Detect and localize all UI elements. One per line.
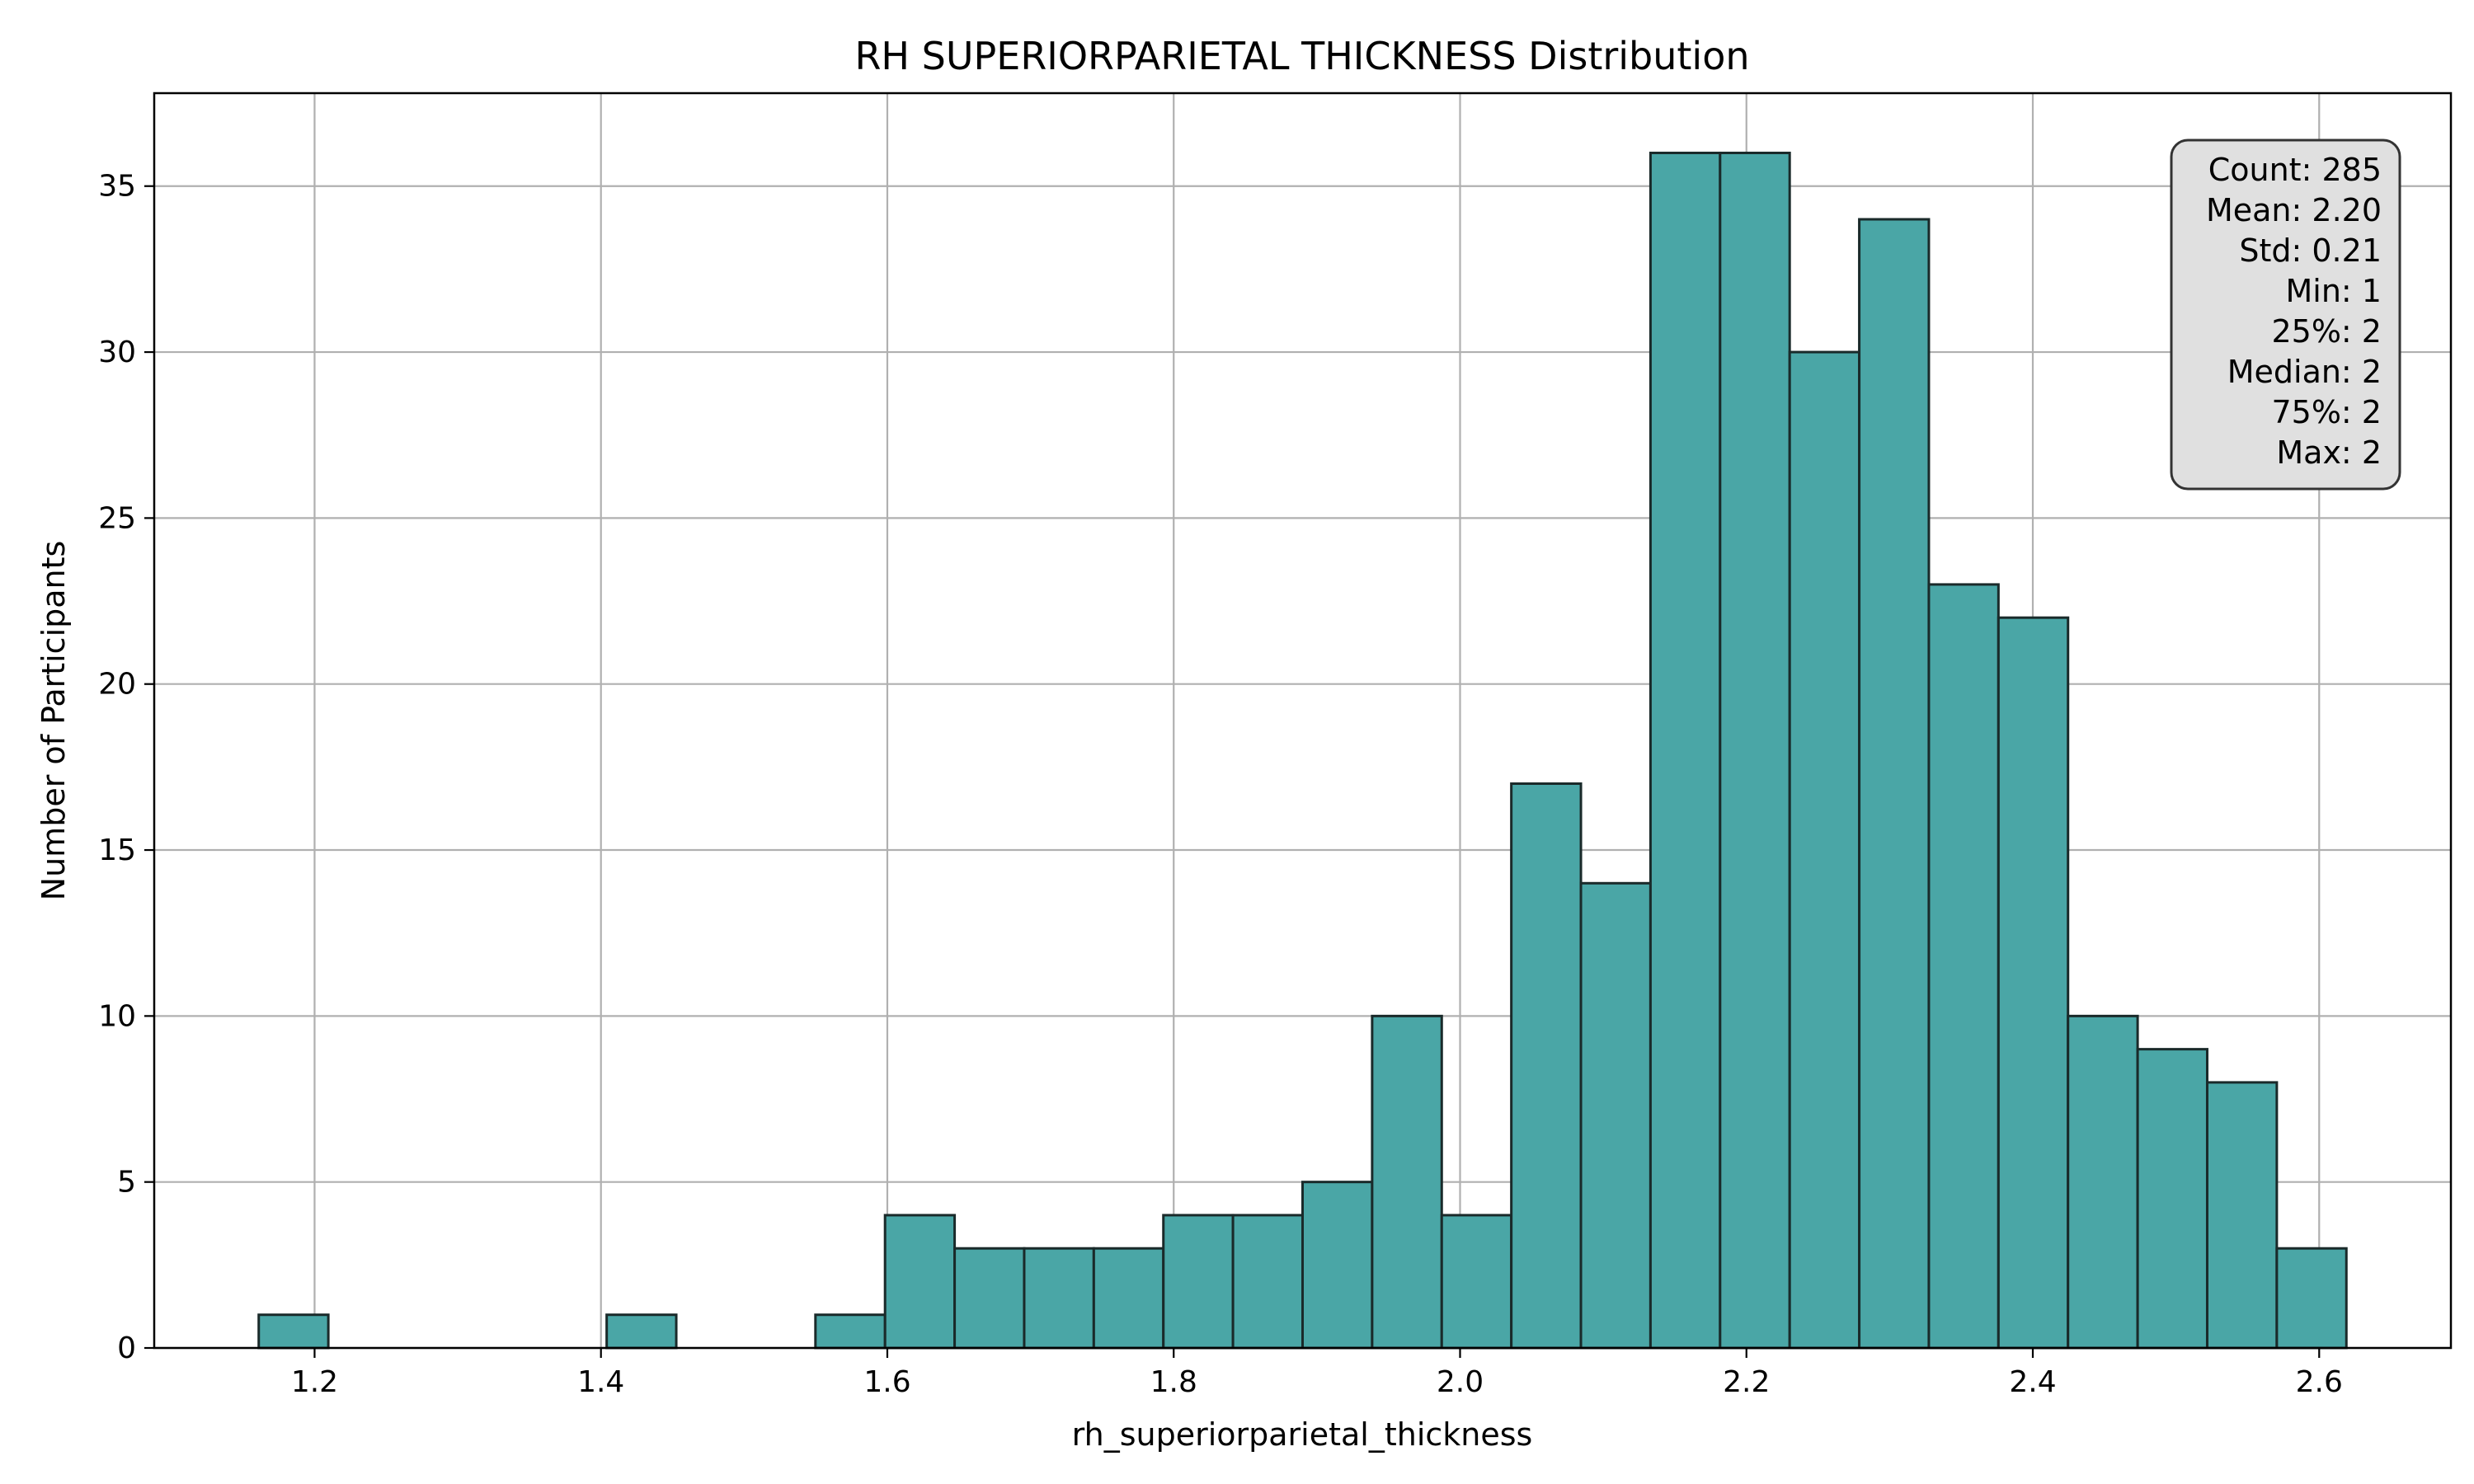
histogram-bar bbox=[1719, 151, 1791, 1350]
histogram-bar bbox=[1023, 1247, 1095, 1350]
y-tick-label: 0 bbox=[117, 1331, 136, 1365]
histogram-bar bbox=[883, 1214, 957, 1350]
histogram-bars bbox=[257, 151, 2348, 1350]
histogram-bar bbox=[2067, 1014, 2139, 1350]
stats-line: Std: 0.21 bbox=[2239, 232, 2382, 269]
histogram-bar bbox=[2275, 1247, 2348, 1350]
y-tick-label: 10 bbox=[98, 999, 136, 1033]
x-tick-label: 2.6 bbox=[2296, 1365, 2343, 1399]
histogram-bar bbox=[1440, 1214, 1513, 1350]
y-tick-label: 25 bbox=[98, 501, 136, 535]
histogram-bar bbox=[605, 1313, 678, 1350]
stats-line: Count: 285 bbox=[2208, 152, 2382, 188]
histogram-bar bbox=[257, 1313, 330, 1350]
y-tick-label: 30 bbox=[98, 336, 136, 369]
histogram-bar bbox=[1162, 1214, 1235, 1350]
histogram-bar bbox=[1927, 583, 2000, 1350]
stats-line: 75%: 2 bbox=[2271, 394, 2382, 430]
y-tick-label: 35 bbox=[98, 170, 136, 204]
y-tick-label: 15 bbox=[98, 834, 136, 867]
histogram-bar bbox=[814, 1313, 887, 1350]
histogram-bar bbox=[2136, 1048, 2208, 1350]
histogram-bar bbox=[1301, 1181, 1374, 1350]
histogram-bar bbox=[1092, 1247, 1165, 1350]
histogram-bar bbox=[1231, 1214, 1304, 1350]
y-tick-label: 20 bbox=[98, 668, 136, 702]
x-tick-label: 1.4 bbox=[577, 1365, 624, 1399]
histogram-bar bbox=[1579, 881, 1652, 1350]
y-tick-label: 5 bbox=[117, 1166, 136, 1200]
x-tick-label: 2.0 bbox=[1437, 1365, 1484, 1399]
histogram-bar bbox=[953, 1247, 1026, 1350]
histogram-bar bbox=[1371, 1014, 1443, 1350]
x-axis-title: rh_superiorparietal_thickness bbox=[1072, 1416, 1533, 1453]
stats-line: Min: 1 bbox=[2286, 273, 2382, 309]
stats-line: Mean: 2.20 bbox=[2206, 192, 2382, 228]
stats-box: Count: 285 Mean: 2.20 Std: 0.21 Min: 1 25%: … bbox=[2170, 139, 2401, 491]
stats-box-lines: Count: 285 Mean: 2.20 Std: 0.21 Min: 1 25%: … bbox=[2206, 152, 2382, 471]
histogram-bar bbox=[1858, 218, 1931, 1350]
x-tick-label: 1.2 bbox=[291, 1365, 338, 1399]
axis-ticks: 1.2 1.4 1.6 1.8 2.0 2.2 2.4 2.6 0 5 10 15 20 25 30 35 bbox=[98, 170, 2343, 1399]
plot-frame bbox=[153, 92, 2453, 1350]
histogram-bar bbox=[2205, 1081, 2279, 1350]
stats-line: Median: 2 bbox=[2227, 354, 2382, 390]
stats-box-frame bbox=[2170, 139, 2401, 491]
histogram-bar bbox=[1510, 782, 1583, 1350]
histogram-bar bbox=[1788, 350, 1861, 1350]
x-tick-label: 2.4 bbox=[2009, 1365, 2056, 1399]
chart-title: RH SUPERIORPARIETAL THICKNESS Distributi… bbox=[854, 34, 1749, 78]
x-tick-label: 2.2 bbox=[1723, 1365, 1770, 1399]
x-tick-label: 1.6 bbox=[863, 1365, 910, 1399]
histogram-bar bbox=[1997, 616, 2070, 1350]
stats-line: 25%: 2 bbox=[2271, 313, 2382, 350]
stats-line: Max: 2 bbox=[2276, 434, 2382, 471]
histogram-bar bbox=[1649, 151, 1722, 1350]
y-axis-title: Number of Participants bbox=[35, 541, 72, 901]
x-tick-label: 1.8 bbox=[1150, 1365, 1197, 1399]
